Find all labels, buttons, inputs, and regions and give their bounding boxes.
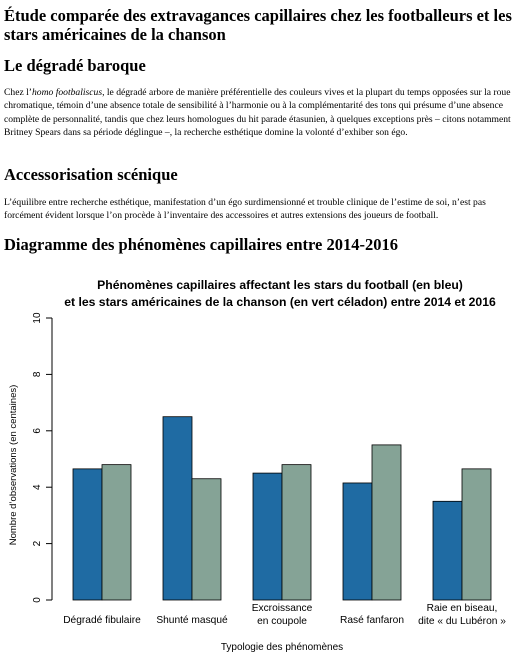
x-tick-label: Excroissance bbox=[252, 603, 313, 614]
y-axis-label: Nombre d’observations (en centaines) bbox=[8, 385, 19, 546]
y-tick-label: 8 bbox=[32, 371, 43, 377]
x-tick-label: Raie en biseau, bbox=[427, 603, 498, 614]
x-tick-label: Rasé fanfaron bbox=[340, 615, 404, 626]
page-title: Étude comparée des extravagances capilla… bbox=[4, 6, 512, 44]
bar bbox=[432, 500, 463, 601]
section-heading-degrade: Le dégradé baroque bbox=[4, 56, 146, 75]
emphasis-term: homo footbaliscus bbox=[31, 87, 103, 98]
bar bbox=[191, 478, 222, 601]
x-tick-label: dite « du Lubéron » bbox=[418, 616, 506, 627]
y-tick-label: 6 bbox=[32, 428, 43, 434]
text-after: , le dégradé arbore de manière préférent… bbox=[4, 87, 511, 138]
bar bbox=[371, 444, 402, 601]
bar bbox=[342, 482, 373, 601]
bar bbox=[101, 464, 132, 601]
bar bbox=[72, 468, 103, 601]
chart-title-line: et les stars américaines de la chanson (… bbox=[64, 295, 496, 309]
x-tick-label: Dégradé fibulaire bbox=[63, 615, 141, 626]
y-tick-label: 10 bbox=[32, 312, 43, 324]
x-tick-label: en coupole bbox=[257, 616, 307, 627]
y-tick-label: 2 bbox=[32, 540, 43, 546]
section-text-accessorisation: L’équilibre entre recherche esthétique, … bbox=[4, 197, 486, 222]
bar bbox=[461, 468, 492, 601]
bar bbox=[252, 472, 283, 601]
y-tick-label: 4 bbox=[32, 484, 43, 490]
x-tick-label: Shunté masqué bbox=[156, 615, 228, 626]
article: Étude comparée des extravagances capilla… bbox=[4, 0, 523, 254]
bar bbox=[281, 464, 312, 601]
section-heading-accessorisation: Accessorisation scénique bbox=[4, 165, 178, 184]
x-axis-label: Typologie des phénomènes bbox=[221, 642, 343, 653]
section-text-degrade: Chez l’homo footbaliscus, le dégradé arb… bbox=[4, 86, 521, 139]
text-before: Chez l’ bbox=[4, 87, 32, 98]
y-tick-label: 0 bbox=[32, 597, 43, 603]
chart-title-line: Phénomènes capillaires affectant les sta… bbox=[97, 278, 463, 292]
bar bbox=[162, 416, 193, 601]
section-heading-diagram: Diagramme des phénomènes capillaires ent… bbox=[4, 235, 398, 254]
